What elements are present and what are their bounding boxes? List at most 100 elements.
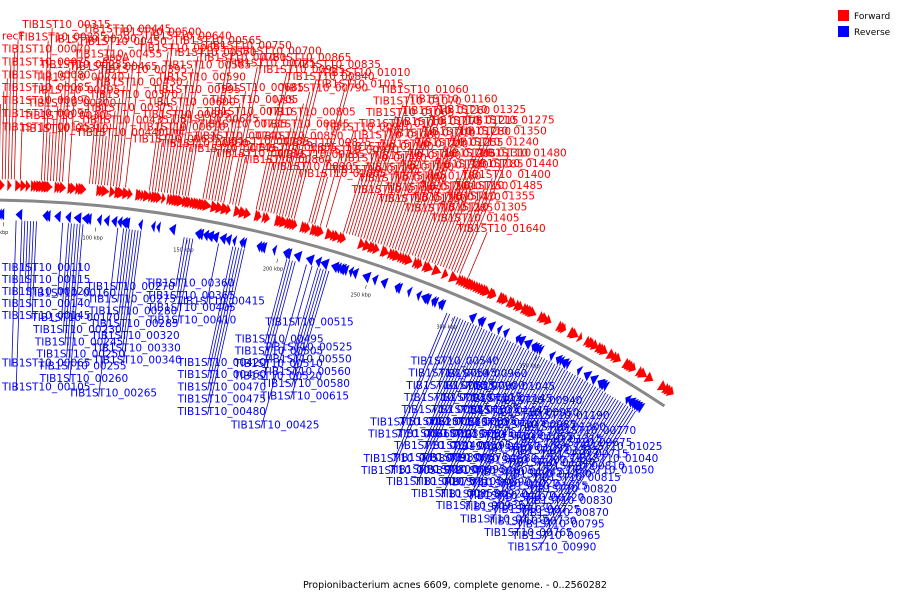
reverse-gene-leader (520, 361, 551, 417)
reverse-gene (65, 211, 72, 224)
reverse-gene-leader (481, 351, 533, 451)
reverse-gene-leader (115, 228, 125, 291)
forward-gene-leader (420, 200, 443, 259)
reverse-gene-leader (487, 349, 527, 427)
reverse-gene-label: TIB1ST10_01130 (463, 502, 552, 514)
forward-gene-label: TIB1ST10_00565 (172, 35, 262, 47)
forward-gene-label: TIB1ST10_01180 (392, 171, 482, 183)
reverse-gene (523, 339, 534, 350)
reverse-gene-label: TIB1ST10_01195 (422, 440, 512, 452)
legend: Forward Reverse (838, 10, 891, 38)
reverse-gene-leader (390, 317, 459, 475)
forward-gene-label: TIB1ST10_01175 (393, 116, 483, 128)
forward-gene (116, 186, 127, 199)
tick-mark (364, 284, 367, 289)
reverse-gene-leader (428, 324, 475, 426)
reverse-gene-leader (541, 404, 626, 540)
forward-gene-label: TIB1ST10_00500 (112, 26, 201, 38)
reverse-gene-leader (264, 259, 291, 355)
reverse-gene-label: TIB1ST10_00995 (416, 464, 506, 476)
reverse-gene (232, 235, 238, 247)
reverse-gene-label: TIB1ST10_00945 (425, 428, 515, 440)
reverse-gene-label: TIB1ST10_00065 (1, 357, 91, 369)
forward-gene (589, 339, 599, 350)
reverse-gene-label: TIB1ST10_01605 (445, 465, 534, 477)
forward-gene-leader (467, 232, 488, 278)
forward-gene-leader (360, 104, 404, 238)
forward-gene-leader (50, 119, 55, 181)
forward-gene-label: TIB1ST10_01215 (429, 115, 519, 127)
forward-gene (199, 198, 207, 211)
reverse-gene-label: TIB1ST10_00340 (92, 354, 182, 366)
reverse-gene-leader (117, 228, 127, 303)
forward-gene-leader (119, 60, 134, 187)
reverse-gene-leader (15, 220, 23, 391)
forward-gene-label: TIB1ST10_01290 (385, 182, 475, 194)
forward-gene (481, 285, 491, 297)
forward-gene (233, 205, 243, 217)
reverse-gene-leader (441, 343, 517, 497)
forward-gene (431, 264, 442, 276)
reverse-gene-leader (423, 326, 480, 450)
forward-gene (75, 182, 81, 195)
forward-gene-label: TIB1ST10_00855 (248, 142, 338, 154)
tick-label: 300 kbp (436, 325, 456, 331)
reverse-gene-label: TIB1ST10_01135 (459, 513, 548, 525)
forward-gene (96, 184, 103, 197)
forward-gene-leader (101, 136, 107, 185)
reverse-gene-label: TIB1ST10_00275 (87, 293, 177, 305)
reverse-gene-label: TIB1ST10_00830 (523, 495, 613, 507)
forward-gene-label: TIB1ST10_00910 (323, 121, 413, 133)
forward-gene-label: TIB1ST10_00805 (266, 106, 356, 118)
forward-gene (30, 180, 37, 193)
forward-gene (109, 185, 116, 198)
reverse-gene (437, 299, 447, 311)
forward-gene (656, 380, 667, 391)
reverse-gene (394, 282, 404, 295)
forward-gene-label: TIB1ST10_00600 (146, 96, 236, 108)
reverse-gene-leader (31, 221, 37, 320)
scale-ticks: 50 kbp 100 kbp 150 kbp 200 kbp 250 kbp 300 kb… (0, 222, 540, 369)
forward-gene-leader (442, 221, 462, 268)
reverse-gene-leader (393, 316, 456, 462)
forward-gene (508, 297, 517, 309)
reverse-gene-label: TIB1ST10_00475 (177, 394, 266, 406)
forward-gene-label: TIB1ST10_01065 (365, 107, 455, 119)
forward-gene-leader (187, 122, 201, 197)
forward-gene (559, 323, 566, 334)
reverse-gene (205, 230, 215, 243)
reverse-gene-label: TIB1ST10_00540 (410, 356, 500, 368)
reverse-gene-label: TIB1ST10_01055 (483, 431, 573, 443)
forward-gene (253, 209, 262, 222)
forward-gene-label: TIB1ST10_00925 (256, 64, 346, 76)
forward-gene-label: TIB1ST10_00595 (151, 84, 241, 96)
forward-gene-label: TIB1ST10_01010 (321, 67, 411, 79)
reverse-gene-leader (463, 333, 496, 402)
reverse-gene-leader (426, 325, 477, 438)
reverse-gene-label: TIB1ST10_01550 (451, 441, 541, 453)
forward-gene-label: TIB1ST10_01405 (430, 213, 519, 225)
reverse-gene-leader (24, 220, 29, 283)
reverse-gene-leader (554, 400, 619, 505)
forward-gene-label: TIB1ST10_00655 (137, 43, 227, 55)
forward-gene-leader (13, 39, 19, 180)
reverse-gene-label: TIB1ST10_00725 (491, 504, 581, 516)
forward-gene-leader (325, 130, 355, 228)
forward-gene (7, 179, 12, 192)
reverse-gene (259, 241, 268, 254)
forward-gene-label: TIB1ST10_01090 (372, 150, 462, 162)
forward-gene-leader (95, 44, 109, 185)
reverse-gene-label: TIB1ST10_01430 (502, 469, 592, 481)
reverse-gene-leader (29, 221, 34, 308)
reverse-gene-label: TIB1ST10_01245 (473, 466, 562, 478)
reverse-gene-label: TIB1ST10_00255 (37, 361, 127, 373)
forward-gene-leader (44, 27, 53, 181)
forward-gene-label: TIB1ST10_00585 (162, 59, 252, 71)
forward-gene (220, 202, 231, 215)
forward-gene-leader (1, 91, 5, 180)
reverse-gene (636, 403, 646, 414)
forward-gene-label: TIB1ST10_00295 (31, 84, 121, 96)
forward-gene-label: lysS (273, 95, 295, 107)
reverse-gene-leader (291, 269, 324, 375)
reverse-gene (407, 286, 413, 298)
